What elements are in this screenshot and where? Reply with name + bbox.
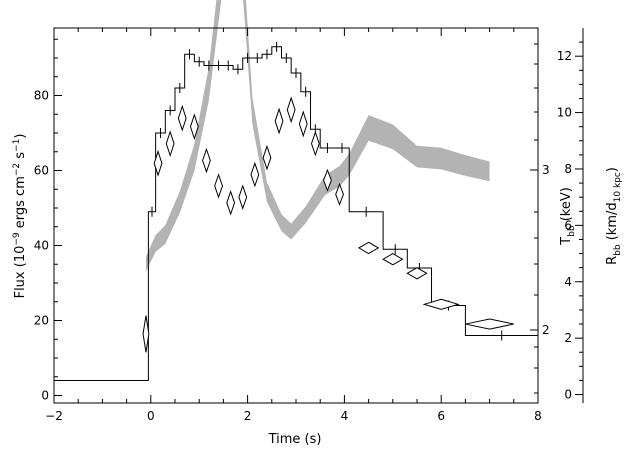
x-axis-label: Time (s) <box>268 432 322 447</box>
radius-point <box>274 107 284 135</box>
flux-tick-label: 80 <box>34 89 49 103</box>
temperature-tick-label: 2 <box>542 323 550 337</box>
flux-axis-label: Flux (10−9 ergs cm−2 s−1) <box>12 134 28 299</box>
radius-point <box>153 149 163 177</box>
radius-tick-label: 0 <box>564 388 572 402</box>
radius-point <box>202 147 211 174</box>
radius-point <box>382 252 404 266</box>
temperature-tick-label: 3 <box>542 163 550 177</box>
flux-tick-label: 20 <box>34 314 49 328</box>
flux-tick-label: 40 <box>34 239 49 253</box>
flux-tick-label: 60 <box>34 164 49 178</box>
radius-point <box>357 241 380 255</box>
radius-point <box>226 189 236 216</box>
x-tick-label: 6 <box>437 409 445 423</box>
radius-point <box>323 168 332 192</box>
radius-point <box>310 130 320 157</box>
radius-point <box>142 315 150 353</box>
radius-tick-label: 10 <box>557 106 572 120</box>
radius-point <box>189 113 199 141</box>
radius-point <box>335 182 344 206</box>
radius-tick-label: 6 <box>564 218 572 232</box>
radius-point <box>165 130 175 158</box>
radius-point <box>214 173 223 199</box>
radius-tick-label: 12 <box>557 49 572 63</box>
radius-tick-label: 8 <box>564 162 572 176</box>
radius-point <box>465 318 514 330</box>
radius-point <box>238 184 248 210</box>
x-tick-label: −2 <box>45 409 63 423</box>
radius-tick-label: 4 <box>564 275 572 289</box>
radius-point <box>262 144 272 171</box>
x-tick-label: 8 <box>534 409 542 423</box>
x-tick-label: 0 <box>147 409 155 423</box>
radius-points-layer <box>142 96 514 353</box>
radius-axis-label: Rbb (km/d10 kpc) <box>605 167 623 265</box>
radius-point <box>177 104 187 132</box>
radius-point <box>250 161 260 188</box>
x-tick-label: 4 <box>341 409 349 423</box>
radius-point <box>406 267 428 280</box>
radius-point <box>286 96 296 124</box>
radius-point <box>298 110 308 138</box>
radius-tick-label: 2 <box>564 331 572 345</box>
radius-point <box>422 298 460 310</box>
temperature-axis-label: Tbb (keV) <box>559 187 577 246</box>
x-tick-label: 2 <box>244 409 252 423</box>
flux-tick-label: 0 <box>41 389 49 403</box>
